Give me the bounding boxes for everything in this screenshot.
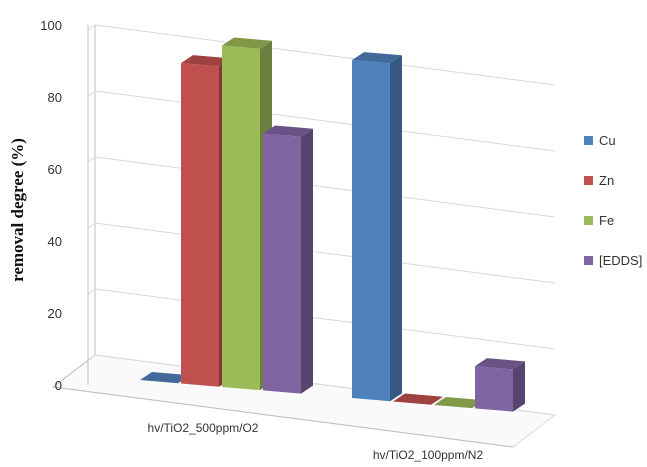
y-tick-label: 100 [40, 18, 62, 33]
bar [393, 393, 443, 405]
category-labels: hv/TiO2_500ppm/O2 hv/TiO2_100ppm/N2 [148, 421, 484, 462]
bar-top [263, 125, 313, 137]
bars [140, 37, 525, 412]
legend-swatch [584, 136, 593, 145]
legend-label: Fe [599, 213, 614, 228]
gridline-side [88, 156, 96, 163]
bar [263, 125, 313, 394]
gridline-side [88, 222, 96, 229]
bar-top [475, 358, 525, 370]
gridline [94, 24, 556, 86]
legend: Cu Zn Fe [EDDS] [584, 133, 642, 268]
legend-swatch [584, 216, 593, 225]
legend-label: Zn [599, 173, 614, 188]
bar-front [181, 63, 219, 387]
legend-item: [EDDS] [584, 253, 642, 268]
legend-swatch [584, 256, 593, 265]
gridline [94, 90, 556, 152]
bar-front [222, 45, 260, 391]
legend-label: [EDDS] [599, 253, 642, 268]
bar-side [301, 128, 313, 394]
bar-top [222, 37, 272, 49]
gridlines [88, 24, 556, 416]
bar-top [181, 55, 231, 67]
gridline-side [88, 288, 96, 295]
gridline [94, 222, 556, 284]
bar-front [475, 366, 513, 412]
bar [140, 372, 190, 384]
bar-top [140, 372, 190, 384]
y-tick-label: 80 [48, 90, 62, 105]
y-tick-label: 60 [48, 162, 62, 177]
gridline [94, 156, 556, 218]
x-tick-label: hv/TiO2_100ppm/N2 [373, 448, 484, 462]
bar-top [393, 393, 443, 405]
gridline-side [88, 24, 96, 31]
legend-item: Fe [584, 213, 614, 228]
bar-side [513, 361, 525, 412]
bar-top [434, 396, 484, 409]
legend-item: Zn [584, 173, 614, 188]
bar-top [352, 52, 402, 64]
y-axis-ticks: 0 20 40 60 80 100 [40, 18, 89, 393]
y-tick-label: 20 [48, 306, 62, 321]
y-tick-label: 40 [48, 234, 62, 249]
y-axis-label: removal degree (%) [8, 138, 27, 282]
gridline [94, 288, 556, 350]
y-tick-label: 0 [55, 378, 62, 393]
legend-item: Cu [584, 133, 616, 148]
bar [352, 52, 402, 402]
bar-front [352, 60, 390, 402]
x-tick-label: hv/TiO2_500ppm/O2 [148, 421, 259, 435]
x-axis-line [52, 386, 514, 448]
gridline-side [88, 354, 96, 361]
gridline-side [88, 90, 96, 97]
legend-swatch [584, 176, 593, 185]
bar-front [263, 133, 301, 394]
bar [475, 358, 525, 412]
legend-label: Cu [599, 133, 616, 148]
bar [434, 396, 484, 409]
bar-side [390, 55, 402, 402]
